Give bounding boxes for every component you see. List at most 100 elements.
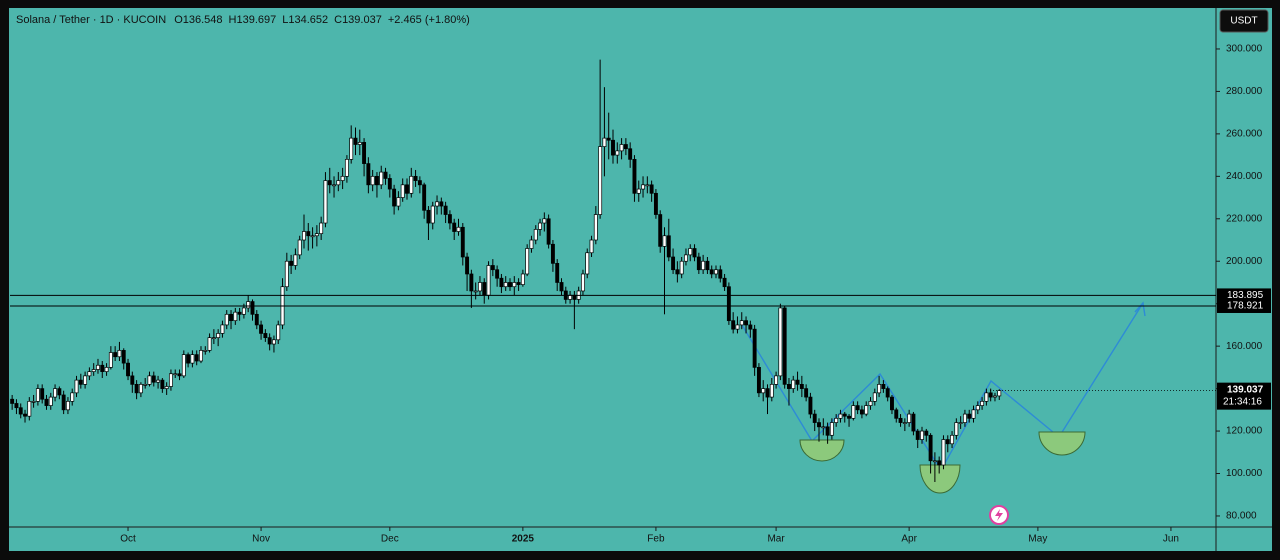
candle-body	[761, 388, 766, 394]
candle-body	[791, 379, 796, 389]
candle-body	[297, 239, 302, 256]
x-tick-label: 2025	[512, 534, 535, 545]
candle-body	[971, 409, 976, 419]
candle-body	[838, 413, 843, 419]
candle-body	[482, 282, 487, 296]
candle-body	[327, 180, 332, 186]
candle-body	[379, 171, 384, 186]
candle-body	[508, 282, 512, 288]
candle-body	[684, 254, 688, 262]
candle-body	[400, 184, 405, 198]
candle-body	[907, 413, 912, 423]
candle-body	[924, 430, 929, 436]
candle-body	[701, 260, 706, 271]
candle-body	[559, 282, 564, 292]
y-tick-label: 260.000	[1226, 129, 1263, 140]
candle-body	[962, 413, 967, 423]
candle-body	[117, 350, 122, 358]
candle-body	[611, 139, 615, 156]
candle-body	[460, 226, 465, 258]
cup-shape	[799, 439, 845, 462]
x-tick-label: Jun	[1163, 534, 1179, 545]
event-bolt[interactable]	[995, 509, 1003, 521]
candle-body	[271, 339, 276, 345]
candle-body	[78, 379, 83, 385]
candle-body	[173, 373, 178, 376]
candle-body	[997, 390, 1002, 397]
candle-body	[96, 364, 100, 370]
candle-body	[894, 409, 899, 419]
candle-body	[774, 375, 779, 385]
candle-body	[606, 137, 611, 141]
event-icon[interactable]	[989, 505, 1009, 525]
candle-body	[834, 417, 839, 423]
candle-body	[872, 392, 877, 402]
level-label: 183.895	[1227, 290, 1264, 301]
candle-body	[748, 324, 753, 330]
candle-body	[336, 180, 341, 186]
candle-body	[447, 214, 452, 224]
candle-body	[310, 235, 315, 238]
candle-body	[829, 422, 834, 436]
candle-body	[100, 364, 105, 372]
candle-body	[787, 384, 791, 389]
candle-body	[413, 175, 418, 181]
change: +2.465 (+1.80%)	[388, 14, 470, 26]
candle-body	[203, 350, 208, 352]
candle-body	[91, 369, 96, 372]
candle-body	[842, 413, 847, 417]
candle-body	[692, 248, 697, 258]
candle-body	[628, 148, 633, 160]
candle-body	[847, 415, 851, 419]
x-tick-label: Oct	[120, 534, 136, 545]
currency-label[interactable]: USDT	[1230, 16, 1257, 27]
candle-body	[409, 175, 414, 194]
candle-body	[555, 263, 560, 283]
candle-body	[662, 235, 667, 247]
candle-body	[344, 158, 349, 177]
candle-body	[61, 394, 66, 411]
candle-body	[653, 192, 658, 215]
candle-body	[405, 184, 409, 194]
last-price-label: 139.037	[1227, 384, 1264, 395]
candle-body	[765, 388, 770, 398]
currency-button-bg[interactable]	[1219, 9, 1269, 33]
candle-body	[666, 235, 671, 258]
candle-body	[722, 277, 727, 288]
last-price-bg	[1217, 382, 1271, 410]
candle-body	[538, 222, 542, 230]
chart-header: Solana / Tether · 1D · KUCOIN O136.548 H13…	[16, 14, 470, 26]
candle-body	[259, 324, 264, 334]
candle-body	[168, 373, 173, 387]
candle-body	[353, 137, 358, 145]
candle-body	[993, 395, 997, 398]
candle-body	[48, 396, 53, 406]
y-tick-label: 160.000	[1226, 341, 1263, 352]
currency-button[interactable]: USDT	[1219, 9, 1269, 33]
candle-body	[945, 439, 950, 445]
candle-body	[267, 337, 272, 345]
candle-body	[70, 392, 75, 402]
candle-body	[958, 422, 963, 424]
y-tick-label: 80.000	[1226, 511, 1257, 522]
candle-body	[319, 222, 324, 234]
candle-body	[649, 184, 654, 194]
candle-body	[769, 384, 774, 398]
candle-body	[868, 400, 873, 406]
candle-body	[967, 413, 972, 419]
candle-body	[632, 158, 637, 194]
candle-body	[229, 313, 233, 322]
x-tick-label: Nov	[252, 534, 270, 545]
candle-body	[714, 269, 718, 275]
x-tick-label: Mar	[767, 534, 785, 545]
level-label: 178.921	[1227, 301, 1264, 312]
candle-body	[937, 460, 942, 466]
candle-body	[160, 379, 165, 389]
candle-body	[795, 379, 800, 385]
candle-body	[216, 333, 221, 339]
candle-body	[486, 265, 491, 296]
candle-body	[598, 146, 603, 215]
candle-body	[323, 180, 328, 224]
candle-body	[306, 231, 311, 237]
